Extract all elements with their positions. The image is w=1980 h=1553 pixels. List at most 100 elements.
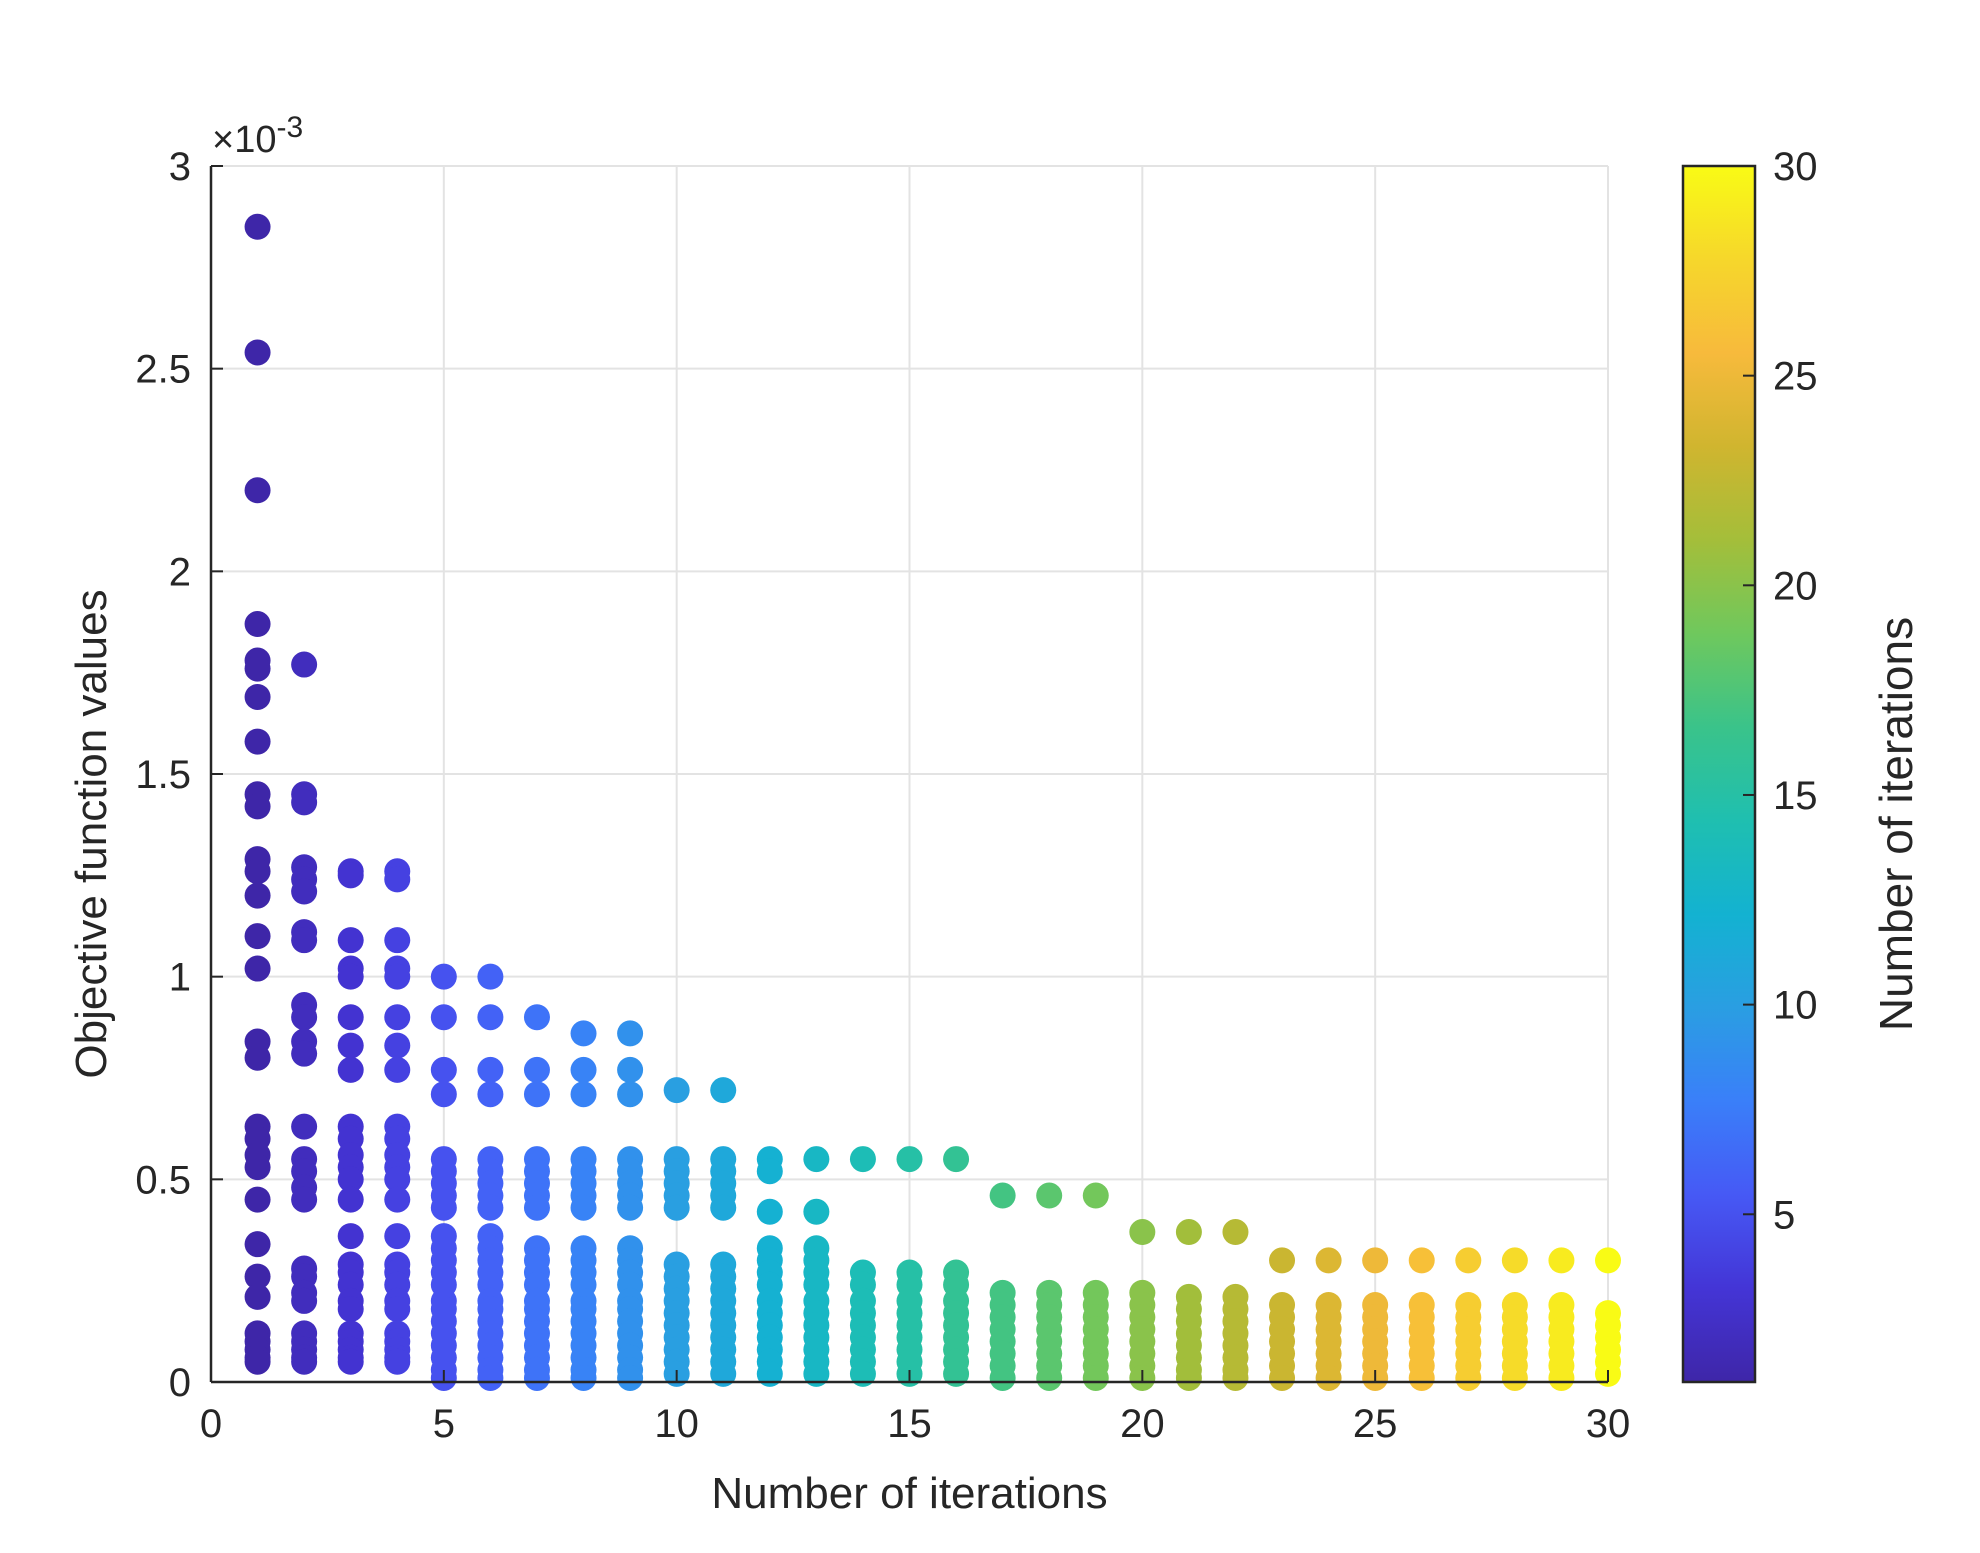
data-point xyxy=(337,1296,364,1323)
data-point xyxy=(710,1194,737,1221)
data-point xyxy=(291,789,318,816)
data-point xyxy=(477,1081,504,1108)
data-point xyxy=(943,1360,970,1387)
data-point xyxy=(617,1081,644,1108)
data-point xyxy=(523,1364,550,1391)
data-point xyxy=(244,858,271,885)
data-point xyxy=(244,1186,271,1213)
data-point xyxy=(291,1113,318,1140)
data-point xyxy=(337,927,364,954)
data-point xyxy=(337,1186,364,1213)
data-point xyxy=(570,1364,597,1391)
data-point xyxy=(244,923,271,950)
data-point xyxy=(337,1056,364,1083)
data-point xyxy=(523,1056,550,1083)
data-point xyxy=(1548,1364,1575,1391)
data-point xyxy=(384,963,411,990)
data-point xyxy=(384,927,411,954)
data-point xyxy=(477,963,504,990)
data-point xyxy=(617,1194,644,1221)
data-point xyxy=(756,1158,783,1185)
data-point xyxy=(1315,1247,1342,1274)
data-point xyxy=(291,1186,318,1213)
data-point xyxy=(244,213,271,240)
data-point xyxy=(1362,1247,1389,1274)
data-point xyxy=(1595,1247,1621,1274)
data-point xyxy=(617,1364,644,1391)
data-point xyxy=(1269,1247,1296,1274)
data-point xyxy=(384,1296,411,1323)
data-point xyxy=(1408,1364,1435,1391)
x-tick-label: 10 xyxy=(654,1402,699,1446)
data-point xyxy=(244,793,271,820)
data-point xyxy=(384,866,411,893)
data-point xyxy=(756,1198,783,1225)
data-point xyxy=(663,1077,690,1104)
data-point xyxy=(291,1348,318,1375)
data-point xyxy=(337,1004,364,1031)
data-point xyxy=(523,1194,550,1221)
colorbar-tick-label: 15 xyxy=(1773,774,1818,818)
colorbar-bar xyxy=(1681,164,1757,1384)
data-point xyxy=(1175,1364,1202,1391)
x-tick-label: 30 xyxy=(1586,1402,1631,1446)
data-point xyxy=(1315,1364,1342,1391)
data-point xyxy=(430,963,457,990)
data-point xyxy=(384,1032,411,1059)
colorbar-tick-label: 30 xyxy=(1773,145,1818,189)
points-layer xyxy=(244,213,1621,1391)
data-point xyxy=(570,1056,597,1083)
data-point xyxy=(849,1360,876,1387)
data-point xyxy=(384,1004,411,1031)
y-axis-exponent-power: -3 xyxy=(276,111,303,144)
data-point xyxy=(430,1056,457,1083)
data-point xyxy=(570,1194,597,1221)
data-point xyxy=(1548,1247,1575,1274)
data-point xyxy=(803,1198,830,1225)
data-point xyxy=(337,1166,364,1193)
data-point xyxy=(477,1056,504,1083)
data-point xyxy=(337,1223,364,1250)
data-point xyxy=(384,1186,411,1213)
data-point xyxy=(291,878,318,905)
data-point xyxy=(244,611,271,638)
data-point xyxy=(989,1364,1016,1391)
x-tick-label: 25 xyxy=(1353,1402,1398,1446)
data-point xyxy=(1455,1247,1482,1274)
data-point xyxy=(477,1004,504,1031)
colorbar-label: Number of iterations xyxy=(1870,617,1922,1031)
data-point xyxy=(803,1146,830,1173)
y-tick-label: 0 xyxy=(169,1361,191,1405)
data-point xyxy=(337,1032,364,1059)
data-point xyxy=(1408,1247,1435,1274)
data-point xyxy=(1175,1219,1202,1246)
y-axis-label: Objective function values xyxy=(67,589,116,1078)
data-point xyxy=(663,1194,690,1221)
data-point xyxy=(244,1348,271,1375)
data-point xyxy=(1222,1219,1249,1246)
data-point xyxy=(710,1077,737,1104)
data-point xyxy=(244,728,271,755)
y-tick-label: 0.5 xyxy=(135,1158,191,1202)
data-point xyxy=(337,862,364,889)
colorbar-tick-label: 10 xyxy=(1773,984,1818,1028)
data-point xyxy=(244,477,271,504)
y-axis-exponent-base: ×10 xyxy=(212,119,276,161)
data-point xyxy=(570,1020,597,1047)
data-point xyxy=(384,1166,411,1193)
y-tick-label: 2.5 xyxy=(135,348,191,392)
data-point xyxy=(477,1364,504,1391)
data-point xyxy=(291,1040,318,1067)
data-point xyxy=(617,1020,644,1047)
data-point xyxy=(337,1348,364,1375)
y-tick-label: 1 xyxy=(169,956,191,1000)
data-point xyxy=(803,1360,830,1387)
data-point xyxy=(1082,1182,1109,1209)
data-point xyxy=(384,1348,411,1375)
x-tick-label: 20 xyxy=(1120,1402,1165,1446)
x-tick-label: 15 xyxy=(887,1402,932,1446)
data-point xyxy=(384,1223,411,1250)
data-point xyxy=(291,1287,318,1314)
